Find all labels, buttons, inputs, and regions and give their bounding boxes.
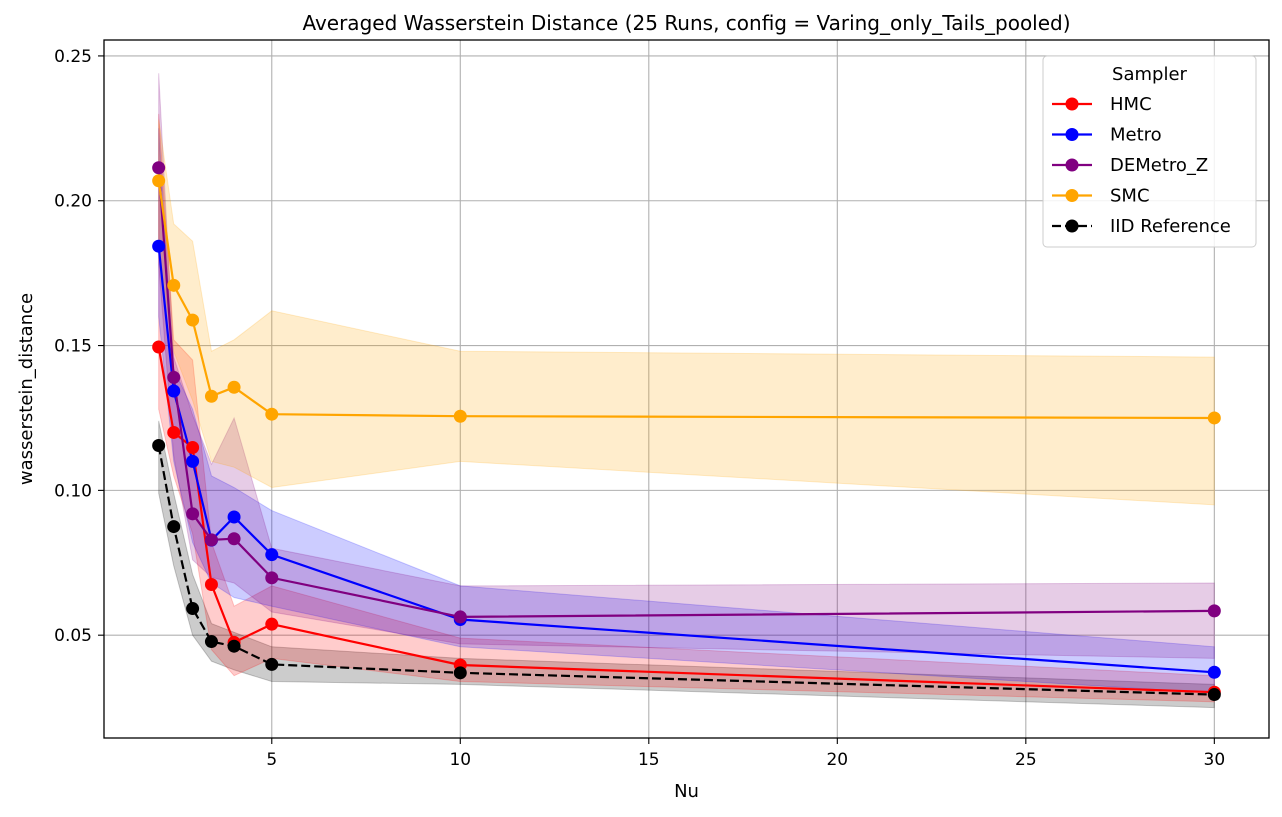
band-smc — [158, 119, 1215, 506]
legend-marker-smc — [1065, 189, 1079, 202]
legend-label-iid-reference: IID Reference — [1110, 216, 1231, 237]
point-smc — [1207, 411, 1221, 425]
band-demetro-z — [158, 73, 1215, 659]
x-tick-label: 30 — [1204, 750, 1226, 770]
y-tick-label: 0.15 — [54, 337, 92, 357]
x-tick-label: 15 — [638, 750, 660, 770]
legend-label-demetro-z: DEMetro_Z — [1110, 155, 1208, 176]
point-iid-reference — [186, 602, 200, 616]
legend-marker-iid-reference — [1065, 219, 1079, 233]
point-metro — [227, 510, 241, 524]
y-axis-ticks: 0.05 0.10 0.15 0.20 0.25 — [54, 47, 104, 646]
legend-label-smc: SMC — [1110, 186, 1150, 207]
x-axis-ticks: 5 10 15 20 25 30 — [266, 738, 1225, 770]
legend: Sampler HMC Metro DEMetro_Z SMC IID Referenc… — [1042, 55, 1257, 248]
legend-marker-hmc — [1065, 97, 1079, 111]
point-iid-reference — [167, 520, 181, 534]
legend-box — [1042, 55, 1257, 248]
chart-title: Averaged Wasserstein Distance (25 Runs, … — [302, 11, 1070, 35]
point-iid-reference — [453, 666, 467, 680]
point-smc — [186, 313, 200, 327]
point-demetro-z — [204, 533, 218, 547]
point-demetro-z — [1207, 604, 1221, 618]
line-demetro-z — [157, 167, 1215, 619]
plot-frame — [103, 39, 1270, 739]
x-tick-label: 10 — [449, 750, 471, 770]
point-smc — [167, 278, 181, 292]
point-smc — [227, 380, 241, 394]
point-hmc — [204, 577, 218, 591]
legend-marker-metro — [1065, 128, 1079, 141]
x-tick-label: 20 — [826, 750, 848, 770]
point-demetro-z — [227, 532, 241, 546]
point-smc — [152, 174, 166, 188]
point-metro — [167, 384, 181, 398]
legend-marker-demetro-z — [1065, 158, 1079, 172]
y-tick-label: 0.10 — [54, 481, 92, 501]
point-demetro-z — [186, 507, 200, 521]
point-iid-reference — [204, 635, 218, 649]
point-hmc — [167, 425, 181, 439]
y-tick-label: 0.05 — [54, 626, 92, 646]
point-demetro-z — [152, 161, 166, 175]
legend-label-hmc: HMC — [1110, 94, 1152, 115]
point-smc — [265, 407, 279, 421]
band-iid-reference — [158, 420, 1215, 709]
point-metro — [265, 548, 279, 562]
point-iid-reference — [152, 438, 166, 452]
line-iid-reference — [157, 445, 1215, 696]
x-tick-label: 5 — [266, 750, 277, 770]
point-hmc — [152, 340, 166, 354]
y-tick-label: 0.25 — [54, 47, 92, 67]
y-tick-label: 0.20 — [54, 192, 92, 212]
point-demetro-z — [167, 370, 181, 384]
point-metro — [1207, 665, 1221, 679]
line-smc — [157, 180, 1215, 420]
x-tick-label: 25 — [1015, 750, 1037, 770]
point-metro — [186, 454, 200, 468]
series-points — [152, 161, 1221, 702]
point-hmc — [186, 441, 200, 455]
legend-label-metro: Metro — [1110, 125, 1162, 146]
y-axis-label: wasserstein_distance — [16, 293, 37, 485]
x-axis-label: Nu — [674, 781, 699, 802]
point-iid-reference — [1207, 688, 1221, 702]
point-demetro-z — [265, 571, 279, 585]
point-demetro-z — [453, 610, 467, 624]
point-smc — [453, 409, 467, 423]
point-iid-reference — [227, 639, 241, 653]
point-smc — [204, 389, 218, 403]
point-iid-reference — [265, 657, 279, 671]
legend-items: HMC Metro DEMetro_Z SMC IID Reference — [1052, 94, 1231, 237]
point-hmc — [265, 617, 279, 631]
legend-title: Sampler — [1112, 64, 1187, 85]
point-metro — [152, 239, 166, 253]
